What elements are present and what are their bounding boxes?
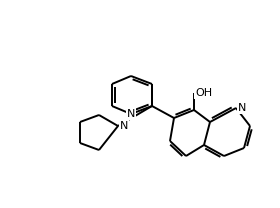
Text: N: N	[120, 121, 128, 131]
Text: N: N	[127, 109, 135, 119]
Text: N: N	[238, 103, 246, 113]
Text: OH: OH	[195, 88, 212, 98]
